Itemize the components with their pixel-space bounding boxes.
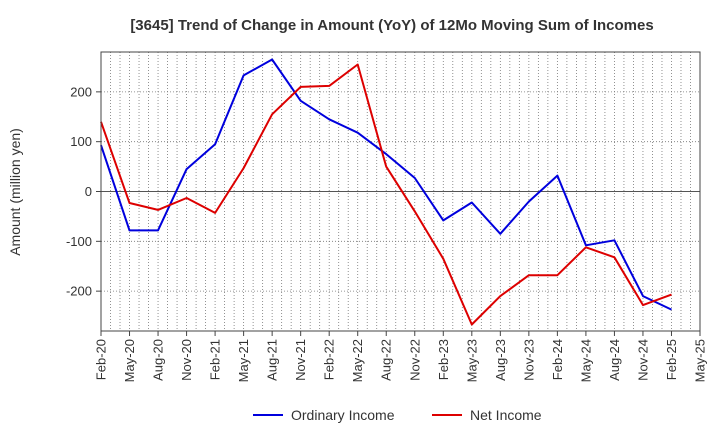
x-tick-label: May-20: [122, 339, 137, 382]
x-tick-label: May-22: [350, 339, 365, 382]
grid: [101, 52, 700, 331]
x-tick-label: Feb-25: [664, 339, 679, 380]
x-tick-label: Feb-24: [550, 339, 565, 380]
x-tick-label: Aug-24: [607, 339, 622, 381]
y-tick-label: 0: [85, 184, 92, 199]
net-income-legend-label: Net Income: [470, 407, 542, 423]
x-tick-label: Aug-21: [265, 339, 280, 381]
x-tick-label: Feb-23: [436, 339, 451, 380]
ordinary-income-line: [100, 58, 672, 311]
y-tick-label: 200: [70, 84, 92, 99]
legend: Ordinary Income Net Income: [253, 407, 542, 423]
x-tick-label: Feb-20: [94, 339, 109, 380]
net-income-line: [100, 63, 672, 326]
x-tick-label: May-24: [578, 339, 593, 382]
x-tick-label: Feb-21: [208, 339, 223, 380]
chart-title: [3645] Trend of Change in Amount (YoY) o…: [130, 17, 653, 34]
y-axis-label: Amount (million yen): [7, 128, 23, 256]
x-tick-label: Aug-23: [493, 339, 508, 381]
axes: -200 -100 0 100 200 Feb-20 May-20 Aug-20 Nov-20 F…: [66, 51, 708, 382]
y-tick-label: 100: [70, 134, 92, 149]
x-tick-label: Aug-20: [151, 339, 166, 381]
x-tick-label: Nov-23: [521, 339, 536, 381]
x-tick-label: Nov-24: [635, 339, 650, 381]
series-lines: [100, 58, 672, 326]
y-tick-label: -100: [66, 234, 92, 249]
x-tick-label: May-25: [693, 339, 708, 382]
x-tick-label: Nov-21: [293, 339, 308, 381]
x-tick-label: Nov-22: [407, 339, 422, 381]
x-tick-label: Aug-22: [379, 339, 394, 381]
x-tick-label: Nov-20: [179, 339, 194, 381]
ordinary-income-legend-label: Ordinary Income: [291, 407, 395, 423]
x-tick-label: Feb-22: [322, 339, 337, 380]
y-tick-label: -200: [66, 284, 92, 299]
x-tick-label: May-21: [236, 339, 251, 382]
x-tick-label: May-23: [464, 339, 479, 382]
